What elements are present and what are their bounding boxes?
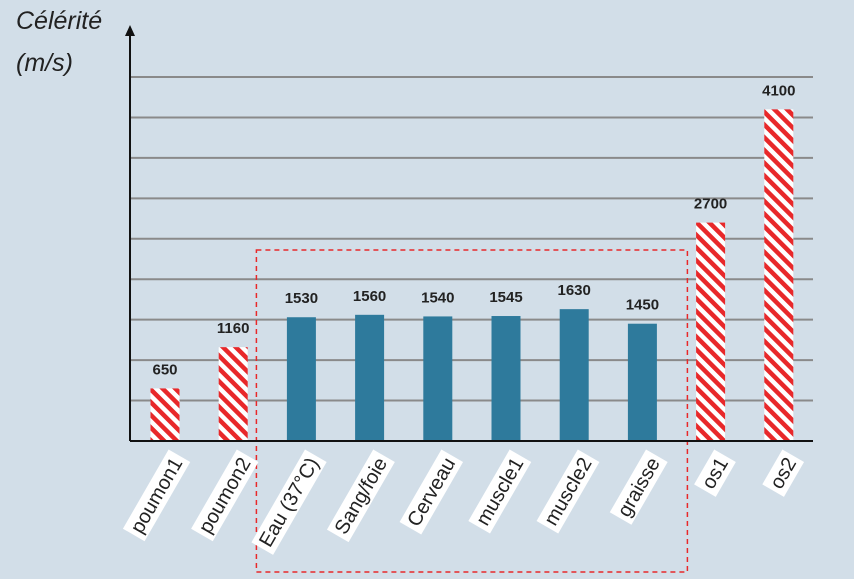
value-label-os1: 2700 xyxy=(694,196,727,213)
category-label-muscle1: muscle1 xyxy=(468,449,532,534)
bar-graisse xyxy=(627,323,657,441)
category-label-text: muscle1 xyxy=(472,454,528,530)
category-labels: poumon1 poumon2 Eau (37°C) Sang/foie Cerveau… xyxy=(122,449,805,555)
category-label-text: Sang/foie xyxy=(331,454,392,538)
category-label-Cerveau: Cerveau xyxy=(399,449,464,535)
bar-Eau (37°C) xyxy=(286,317,316,441)
y-axis-label-line1: Célérité xyxy=(16,7,102,35)
value-label-graisse: 1450 xyxy=(626,297,659,314)
bars xyxy=(150,109,794,441)
category-label-box xyxy=(536,449,600,534)
category-label-box xyxy=(468,449,532,534)
value-label-os2: 4100 xyxy=(762,82,795,99)
bar-muscle2 xyxy=(559,309,589,441)
value-labels: 650 1160 1530 1560 1540 1545 1630 1450 2700 4100 xyxy=(152,82,795,378)
bar-Sang/foie xyxy=(355,314,385,441)
category-label-text: muscle2 xyxy=(540,454,596,530)
value-label-poumon2: 1160 xyxy=(217,320,250,337)
y-axis-label-line2: (m/s) xyxy=(16,49,73,77)
value-label-poumon1: 650 xyxy=(152,361,177,378)
value-label-muscle1: 1545 xyxy=(489,289,522,306)
category-label-box xyxy=(694,449,736,497)
category-label-box xyxy=(122,449,191,542)
y-axis-arrowhead xyxy=(125,25,135,36)
bar-Cerveau xyxy=(423,316,453,441)
bar-poumon1 xyxy=(150,388,180,441)
axes xyxy=(125,25,813,442)
category-label-box xyxy=(326,449,395,543)
category-label-text: poumon2 xyxy=(195,454,256,537)
highlight-layer xyxy=(255,249,689,573)
category-label-poumon2: poumon2 xyxy=(191,449,259,542)
category-label-Sang/foie: Sang/foie xyxy=(326,449,395,543)
category-label-text: poumon1 xyxy=(127,454,188,537)
category-label-text: Cerveau xyxy=(403,454,460,530)
value-label-Eau (37°C): 1530 xyxy=(285,290,318,307)
category-label-box xyxy=(762,449,805,497)
category-label-muscle2: muscle2 xyxy=(536,449,600,534)
value-label-Cerveau: 1540 xyxy=(421,289,454,306)
value-label-muscle2: 1630 xyxy=(558,282,591,299)
highlight-box xyxy=(255,249,689,573)
category-label-box xyxy=(609,449,668,525)
category-label-os1: os1 xyxy=(694,449,736,497)
category-label-box xyxy=(191,449,259,542)
bar-muscle1 xyxy=(491,316,521,441)
category-label-box xyxy=(251,449,327,555)
category-label-box xyxy=(399,449,464,535)
category-label-Eau (37°C): Eau (37°C) xyxy=(251,449,327,555)
value-label-Sang/foie: 1560 xyxy=(353,288,386,305)
bar-poumon2 xyxy=(218,347,248,441)
bar-os2 xyxy=(764,109,794,441)
category-label-text: Eau (37°C) xyxy=(255,454,324,551)
category-label-os2: os2 xyxy=(762,449,805,497)
category-label-graisse: graisse xyxy=(609,449,668,525)
bar-os1 xyxy=(696,222,726,441)
category-label-poumon1: poumon1 xyxy=(122,449,191,542)
